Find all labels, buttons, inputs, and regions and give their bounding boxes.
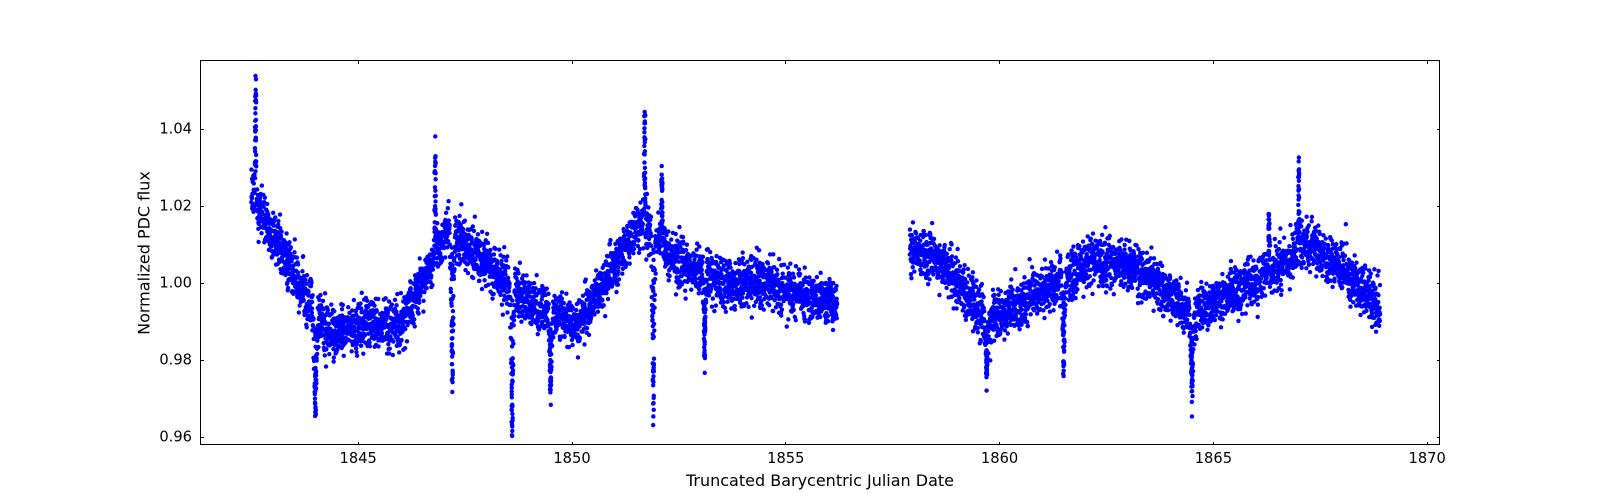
x-axis-label: Truncated Barycentric Julian Date xyxy=(686,471,954,490)
y-tick xyxy=(1437,360,1441,361)
y-tick-label: 0.98 xyxy=(159,352,192,369)
x-tick xyxy=(358,60,359,64)
x-tick-label: 1870 xyxy=(1409,450,1446,467)
x-tick xyxy=(572,442,573,446)
x-tick xyxy=(999,60,1000,64)
chart-axes xyxy=(200,60,1440,445)
x-tick-label: 1865 xyxy=(1195,450,1232,467)
figure: Truncated Barycentric Julian Date Normal… xyxy=(0,0,1600,500)
y-tick xyxy=(200,283,204,284)
y-tick xyxy=(1437,283,1441,284)
y-tick xyxy=(200,437,204,438)
x-tick xyxy=(785,442,786,446)
scatter-plot xyxy=(200,60,1440,445)
y-tick-label: 1.04 xyxy=(159,121,192,138)
x-tick xyxy=(785,60,786,64)
axis-spine-left xyxy=(200,60,201,445)
y-tick xyxy=(200,360,204,361)
x-tick-label: 1845 xyxy=(340,450,377,467)
x-tick-label: 1850 xyxy=(553,450,590,467)
y-tick xyxy=(1437,206,1441,207)
y-tick-label: 1.02 xyxy=(159,198,192,215)
x-tick xyxy=(1213,60,1214,64)
y-tick xyxy=(200,129,204,130)
y-tick xyxy=(1437,129,1441,130)
y-tick-label: 1.00 xyxy=(159,275,192,292)
y-tick-label: 0.96 xyxy=(159,429,192,446)
x-tick xyxy=(999,442,1000,446)
x-tick xyxy=(358,442,359,446)
x-tick xyxy=(1427,442,1428,446)
x-tick-label: 1860 xyxy=(981,450,1018,467)
x-tick xyxy=(1427,60,1428,64)
axis-spine-right xyxy=(1439,60,1440,445)
y-tick xyxy=(1437,437,1441,438)
y-tick xyxy=(200,206,204,207)
x-tick-label: 1855 xyxy=(767,450,804,467)
x-tick xyxy=(1213,442,1214,446)
y-axis-label: Normalized PDC flux xyxy=(135,171,154,335)
axis-spine-top xyxy=(200,60,1440,61)
x-tick xyxy=(572,60,573,64)
axis-spine-bottom xyxy=(200,444,1440,445)
